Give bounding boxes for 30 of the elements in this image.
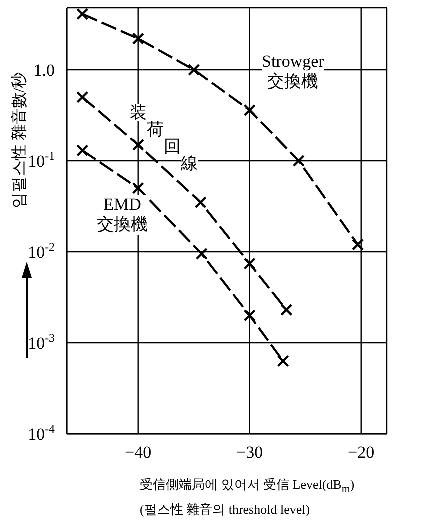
y-tick-label: 10$^{-2}$ [28, 240, 56, 262]
text: (펄스性 雜音의 threshold level) [140, 500, 312, 519]
point [277, 355, 290, 368]
point [188, 64, 200, 76]
point [194, 196, 207, 209]
series-label: Strowger 交換機 [262, 52, 324, 92]
point [280, 304, 293, 316]
point [292, 154, 306, 168]
point [244, 310, 256, 322]
x-tick-label: −30 [236, 443, 264, 462]
point [76, 144, 89, 157]
series-label: EMD 交換機 [97, 195, 148, 235]
y-axis-title: 임펄스性 雜音數/秒 [12, 72, 29, 208]
y-tick-label: 10$^{-4}$ [28, 422, 56, 444]
x-axis-title: 受信側端局에 있어서 受信 Level(dB$_{m}$) [140, 477, 355, 496]
y-tick-label: 1.0 [34, 60, 55, 80]
point [132, 138, 144, 152]
point [352, 238, 364, 251]
x-tick-label: −20 [348, 443, 375, 462]
point [76, 91, 89, 104]
y-tick-label: 10$^{-3}$ [28, 331, 56, 353]
point [244, 258, 256, 270]
point [76, 8, 89, 20]
point [244, 104, 256, 116]
point [132, 182, 144, 194]
y-tick-label: 10$^{-1}$ [28, 148, 56, 171]
x-tick-label: −40 [125, 443, 152, 462]
point [196, 248, 208, 260]
series-label: 装荷回線 [130, 103, 198, 173]
point [132, 32, 144, 45]
